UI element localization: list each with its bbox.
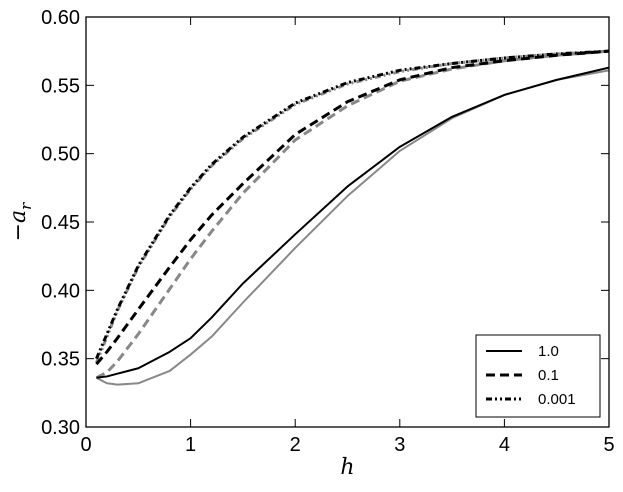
series-layer [95, 49, 609, 386]
y-tick-label: 0.55 [41, 75, 80, 97]
legend: 1.0 0.1 0.001 [475, 334, 601, 418]
y-tick-label: 0.45 [41, 212, 80, 234]
x-tick-label: 4 [499, 434, 510, 456]
legend-label: 0.1 [538, 367, 559, 384]
x-tick-label: 2 [290, 434, 301, 456]
y-tick-label: 0.50 [41, 144, 80, 166]
x-tick-label: 3 [394, 434, 405, 456]
y-tick-label: 0.40 [41, 280, 80, 302]
y-tick-label: 0.35 [41, 349, 80, 371]
x-axis-label: h [340, 455, 354, 480]
series-line-0-1-black [95, 49, 609, 366]
tick-labels-layer: 0 1 2 3 4 5 0.30 0.35 0.40 0.45 0.50 0.55 0.60 [41, 7, 615, 456]
ticks-layer [85, 16, 610, 428]
y-tick-label: 0.30 [41, 417, 80, 439]
series-line-1-0-black [96, 66, 609, 379]
legend-label: 1.0 [538, 343, 559, 360]
x-tick-label: 5 [603, 434, 614, 456]
series-line-0-001-grey [95, 49, 609, 364]
x-tick-label: 1 [185, 434, 196, 456]
legend-label: 0.001 [538, 391, 576, 408]
series-line-0-001-black [95, 49, 609, 360]
x-tick-label: 0 [80, 434, 91, 456]
y-axis-label: −ar [6, 202, 35, 242]
legend-box [475, 334, 601, 418]
axis-labels-layer: h −ar [6, 202, 355, 480]
y-tick-label: 0.60 [41, 7, 80, 29]
